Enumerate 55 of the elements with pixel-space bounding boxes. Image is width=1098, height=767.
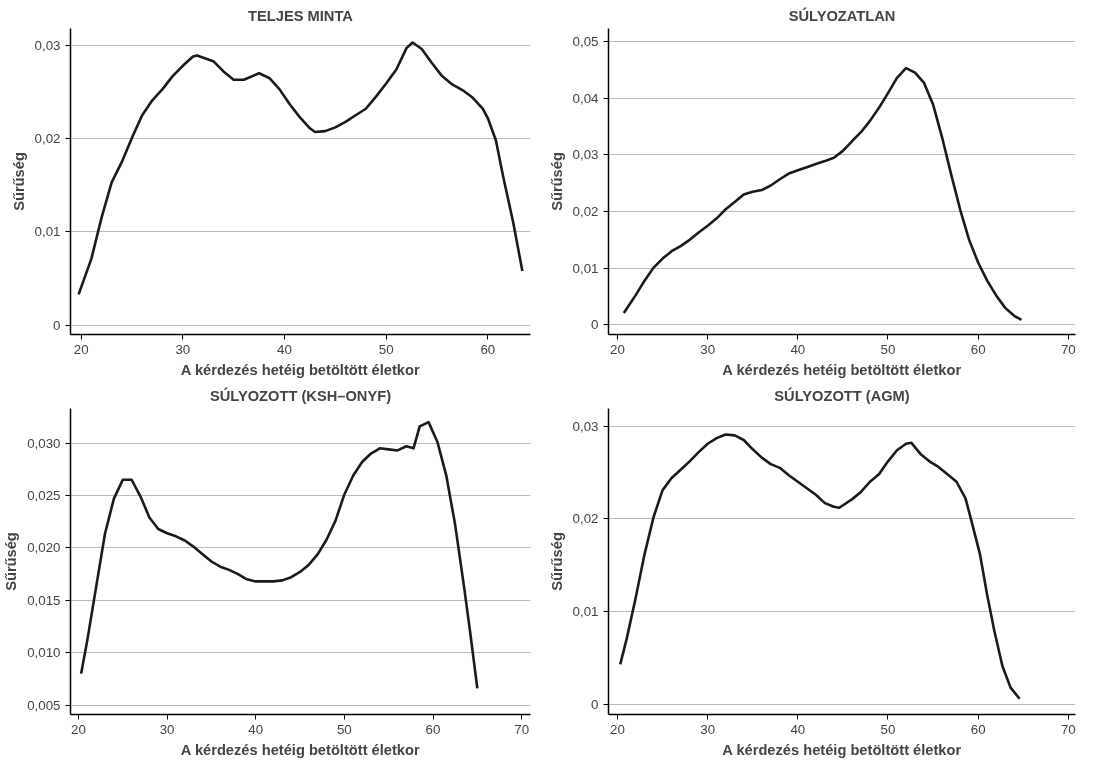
- y-tick-label: 0,05: [572, 34, 599, 50]
- y-tick-label: 0,04: [572, 90, 600, 106]
- y-tick-label: 0,02: [572, 204, 599, 220]
- x-tick-label: 30: [175, 341, 191, 357]
- chart-title: SÚLYOZATLAN: [788, 6, 896, 24]
- y-tick-label: 0,015: [27, 592, 61, 608]
- chart-title: SÚLYOZOTT (KSH–ONYF): [209, 386, 392, 404]
- x-tick-label: 20: [73, 341, 89, 357]
- chart-title: SÚLYOZOTT (AGM): [774, 386, 910, 404]
- x-tick-label: 70: [514, 721, 530, 737]
- y-tick-label: 0,010: [27, 645, 61, 661]
- y-tick-label: 0,03: [572, 147, 599, 163]
- y-tick-label: 0,020: [27, 540, 61, 556]
- y-axis-title: Sűrűség: [548, 152, 565, 211]
- y-tick-label: 0,03: [34, 37, 61, 53]
- y-tick-label: 0,01: [572, 604, 599, 620]
- x-tick-label: 20: [610, 341, 625, 357]
- x-tick-label: 50: [378, 341, 394, 357]
- y-axis-title: Sűrűség: [3, 532, 20, 591]
- x-tick-label: 50: [336, 721, 352, 737]
- x-tick-label: 30: [159, 721, 175, 737]
- x-tick-label: 60: [425, 721, 441, 737]
- x-tick-label: 40: [790, 721, 806, 737]
- y-tick-label: 0: [591, 317, 599, 333]
- y-tick-label: 0,005: [27, 697, 61, 713]
- y-tick-label: 0: [53, 317, 61, 333]
- x-axis-title: A kérdezés hetéig betöltött életkor: [180, 361, 420, 378]
- x-tick-label: 30: [700, 341, 716, 357]
- y-tick-label: 0,01: [34, 224, 61, 240]
- x-tick-label: 40: [248, 721, 264, 737]
- y-tick-label: 0,03: [572, 418, 599, 434]
- y-tick-label: 0,02: [572, 511, 599, 527]
- x-tick-label: 40: [790, 341, 806, 357]
- x-tick-label: 50: [880, 721, 896, 737]
- y-axis-title: Sűrűség: [10, 152, 27, 211]
- x-tick-label: 70: [1060, 721, 1076, 737]
- x-tick-label: 30: [700, 721, 716, 737]
- chart-title: TELJES MINTA: [248, 7, 354, 24]
- x-tick-label: 50: [880, 341, 896, 357]
- x-tick-label: 20: [610, 721, 625, 737]
- y-axis-title: Sűrűség: [548, 532, 565, 591]
- x-axis-title: A kérdezés hetéig betöltött életkor: [722, 361, 962, 378]
- y-tick-label: 0: [591, 696, 599, 712]
- x-tick-label: 60: [970, 341, 986, 357]
- x-tick-label: 20: [71, 721, 86, 737]
- x-tick-label: 60: [480, 341, 496, 357]
- x-axis-title: A kérdezés hetéig betöltött életkor: [180, 741, 420, 758]
- x-tick-label: 70: [1060, 341, 1076, 357]
- x-tick-label: 60: [970, 721, 986, 737]
- y-tick-label: 0,030: [27, 435, 61, 451]
- y-tick-label: 0,02: [34, 131, 61, 147]
- x-axis-title: A kérdezés hetéig betöltött életkor: [722, 741, 962, 758]
- y-tick-label: 0,01: [572, 260, 599, 276]
- y-tick-label: 0,025: [27, 487, 61, 503]
- x-tick-label: 40: [277, 341, 292, 357]
